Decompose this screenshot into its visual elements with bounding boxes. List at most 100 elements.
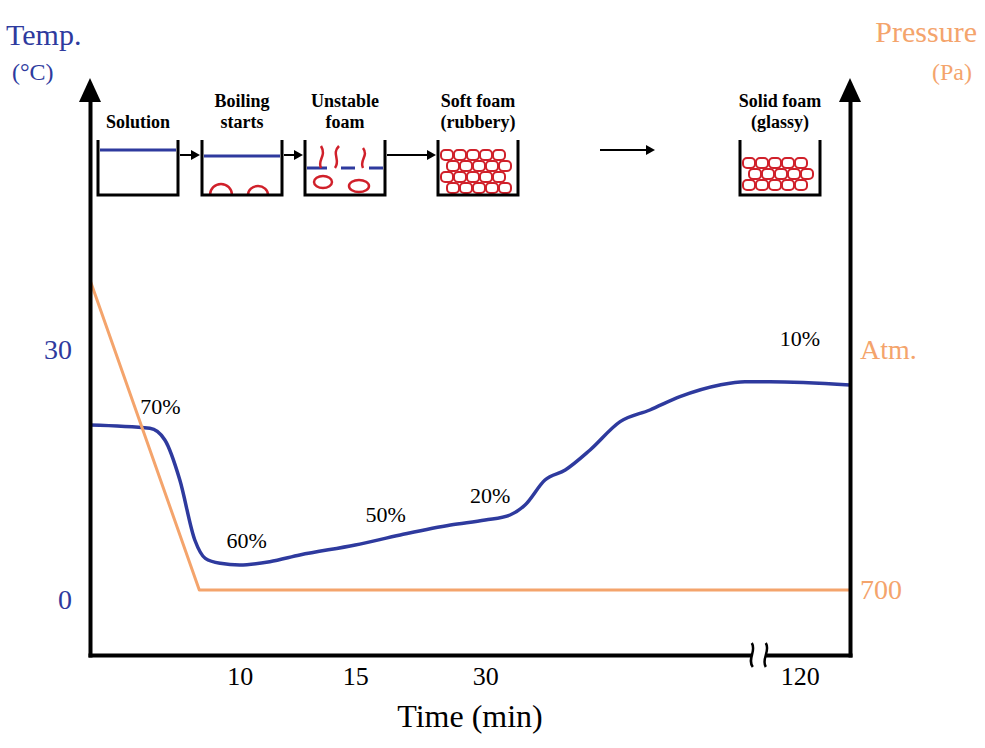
x-tick-label: 10 xyxy=(227,662,253,691)
stage-label: foam xyxy=(326,112,365,132)
foam-cell xyxy=(441,172,453,182)
bubble xyxy=(314,176,332,188)
foam-cell xyxy=(769,180,781,190)
foam-cell xyxy=(756,180,768,190)
axis-break xyxy=(751,643,767,667)
plot-data xyxy=(90,280,850,590)
annotation: 50% xyxy=(365,502,405,527)
foam-cell xyxy=(486,183,498,193)
liquid-level xyxy=(204,155,280,158)
axis-arrow xyxy=(839,78,861,102)
annotation: 10% xyxy=(780,326,820,351)
foam-cell xyxy=(749,169,761,179)
stage: Solution xyxy=(98,112,178,195)
x-tick: 10 xyxy=(227,655,253,691)
axis-arrow xyxy=(79,78,101,102)
arrow-head xyxy=(294,150,303,160)
x-tick: 15 xyxy=(343,655,369,691)
foam-cell xyxy=(460,161,472,171)
x-axis-title: Time (min) xyxy=(397,698,543,734)
foam-cell xyxy=(782,180,794,190)
stage-label: Solid foam xyxy=(739,91,822,111)
liquid-level xyxy=(100,149,176,152)
arrow-head xyxy=(427,150,436,160)
pressure-line xyxy=(90,280,850,590)
beaker xyxy=(305,140,385,195)
chart: Solution Boilingstarts Unstablefoam Soft fo… xyxy=(0,0,985,748)
axis-break-gap xyxy=(752,651,766,659)
foam-cell xyxy=(499,183,511,193)
stage: Soft foam(rubbery) xyxy=(438,91,518,195)
foam-cell xyxy=(493,150,505,160)
foam-cell xyxy=(493,172,505,182)
bubble xyxy=(349,180,369,192)
liquid-level xyxy=(307,167,383,170)
arrow-head xyxy=(646,145,655,155)
annotation: 60% xyxy=(226,528,266,553)
foam-cell xyxy=(769,158,781,168)
beaker xyxy=(438,140,518,195)
arrow-shaft xyxy=(387,154,430,156)
y2-tick-label: Atm. xyxy=(860,334,917,365)
foam-cell xyxy=(743,158,755,168)
x-tick-label: 120 xyxy=(781,662,820,691)
y-axis-title: (°C) xyxy=(12,59,54,85)
foam-cell xyxy=(467,150,479,160)
y2-tick: Atm. xyxy=(850,334,917,365)
x-axis-line xyxy=(91,654,851,658)
x-tick-label: 15 xyxy=(343,662,369,691)
y-tick-label: 30 xyxy=(44,334,72,365)
x-tick: 120 xyxy=(781,655,820,691)
foam-cell xyxy=(743,180,755,190)
temperature-line xyxy=(90,382,850,565)
y2-axis-title: Pressure xyxy=(875,15,977,48)
y2-axis-title: (Pa) xyxy=(932,59,972,85)
y-axis-title: Temp. xyxy=(6,18,81,51)
stage-arrow xyxy=(180,150,200,160)
foam-cell xyxy=(788,169,800,179)
beaker xyxy=(740,140,820,195)
y-tick: 30 xyxy=(44,334,90,365)
y2-tick-label: 700 xyxy=(860,574,902,605)
stage-arrow xyxy=(284,150,303,160)
foam-cell xyxy=(460,183,472,193)
x-tick: 30 xyxy=(473,655,499,691)
foam-cell xyxy=(473,161,485,171)
arrow-shaft xyxy=(600,149,649,151)
beaker xyxy=(202,140,282,195)
foam-cell xyxy=(441,150,453,160)
stage-label: Soft foam xyxy=(441,91,516,111)
foam-cell xyxy=(499,161,511,171)
arrow-head xyxy=(191,150,200,160)
y-tick-label: 0 xyxy=(58,584,72,615)
foam-cell xyxy=(473,183,485,193)
stages: Solution Boilingstarts Unstablefoam Soft fo… xyxy=(98,91,821,195)
y-axis: 0 30 xyxy=(44,101,91,656)
y-tick: 0 xyxy=(58,584,90,615)
foam-cell xyxy=(762,169,774,179)
foam-cell xyxy=(756,158,768,168)
foam-cell xyxy=(801,169,813,179)
foam-cell xyxy=(467,172,479,182)
foam-cell xyxy=(447,183,459,193)
annotation: 70% xyxy=(140,394,180,419)
stage-label: starts xyxy=(221,112,264,132)
y2-axis: Atm. 700 xyxy=(850,101,917,656)
stage-label: (rubbery) xyxy=(441,112,516,133)
x-tick-label: 30 xyxy=(473,662,499,691)
film xyxy=(320,146,365,168)
y2-axis-line xyxy=(849,101,853,656)
y2-tick: 700 xyxy=(850,574,902,605)
bubble xyxy=(210,184,232,195)
stage-label: Solution xyxy=(106,112,170,132)
stage-label: Boiling xyxy=(214,91,269,111)
foam-cell xyxy=(782,158,794,168)
stage: Boilingstarts xyxy=(202,91,282,195)
stage: Solid foam(glassy) xyxy=(739,91,822,195)
foam-cell xyxy=(795,158,807,168)
stage: Unstablefoam xyxy=(305,91,385,195)
foam-cell xyxy=(480,172,492,182)
beaker xyxy=(98,140,178,195)
foam-cell xyxy=(795,180,807,190)
foam-cell xyxy=(454,172,466,182)
